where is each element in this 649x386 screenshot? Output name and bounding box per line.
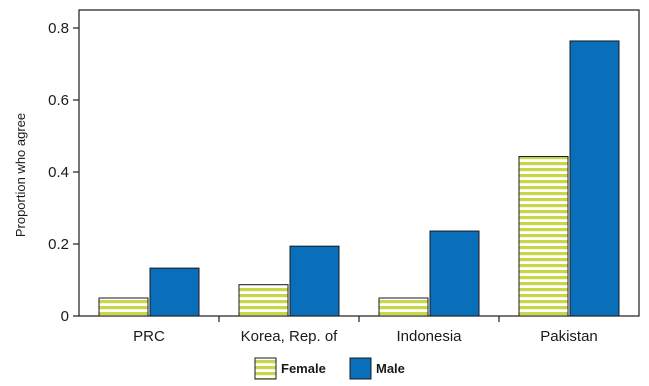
x-tick-label: Indonesia (396, 328, 462, 345)
x-tick-label: Korea, Rep. of (241, 328, 339, 345)
x-axis: PRC Korea, Rep. of Indonesia Pakistan (133, 316, 598, 345)
x-tick-label: Pakistan (540, 328, 598, 345)
legend: Female Male (254, 357, 405, 380)
bar-male (149, 267, 200, 317)
legend-male-swatch (349, 357, 372, 380)
y-tick-label: 0.6 (48, 92, 69, 109)
legend-male-label: Male (376, 361, 405, 376)
bar-female (378, 297, 429, 317)
x-tick-label: PRC (133, 328, 165, 345)
bar-female (98, 297, 149, 317)
y-tick-label: 0.8 (48, 20, 69, 37)
bar-female (518, 156, 569, 317)
bar-male (289, 245, 340, 317)
y-tick-label: 0 (61, 308, 69, 325)
y-axis: 0 0.2 0.4 0.6 0.8 (48, 20, 79, 325)
bar-male (569, 40, 620, 317)
y-axis-title: Proportion who agree (13, 113, 28, 237)
legend-female-swatch (254, 357, 277, 380)
bar-female (238, 284, 289, 317)
legend-female-label: Female (281, 361, 326, 376)
bar-male (429, 230, 480, 317)
y-tick-label: 0.2 (48, 236, 69, 253)
y-tick-label: 0.4 (48, 164, 69, 181)
bars (98, 40, 620, 317)
